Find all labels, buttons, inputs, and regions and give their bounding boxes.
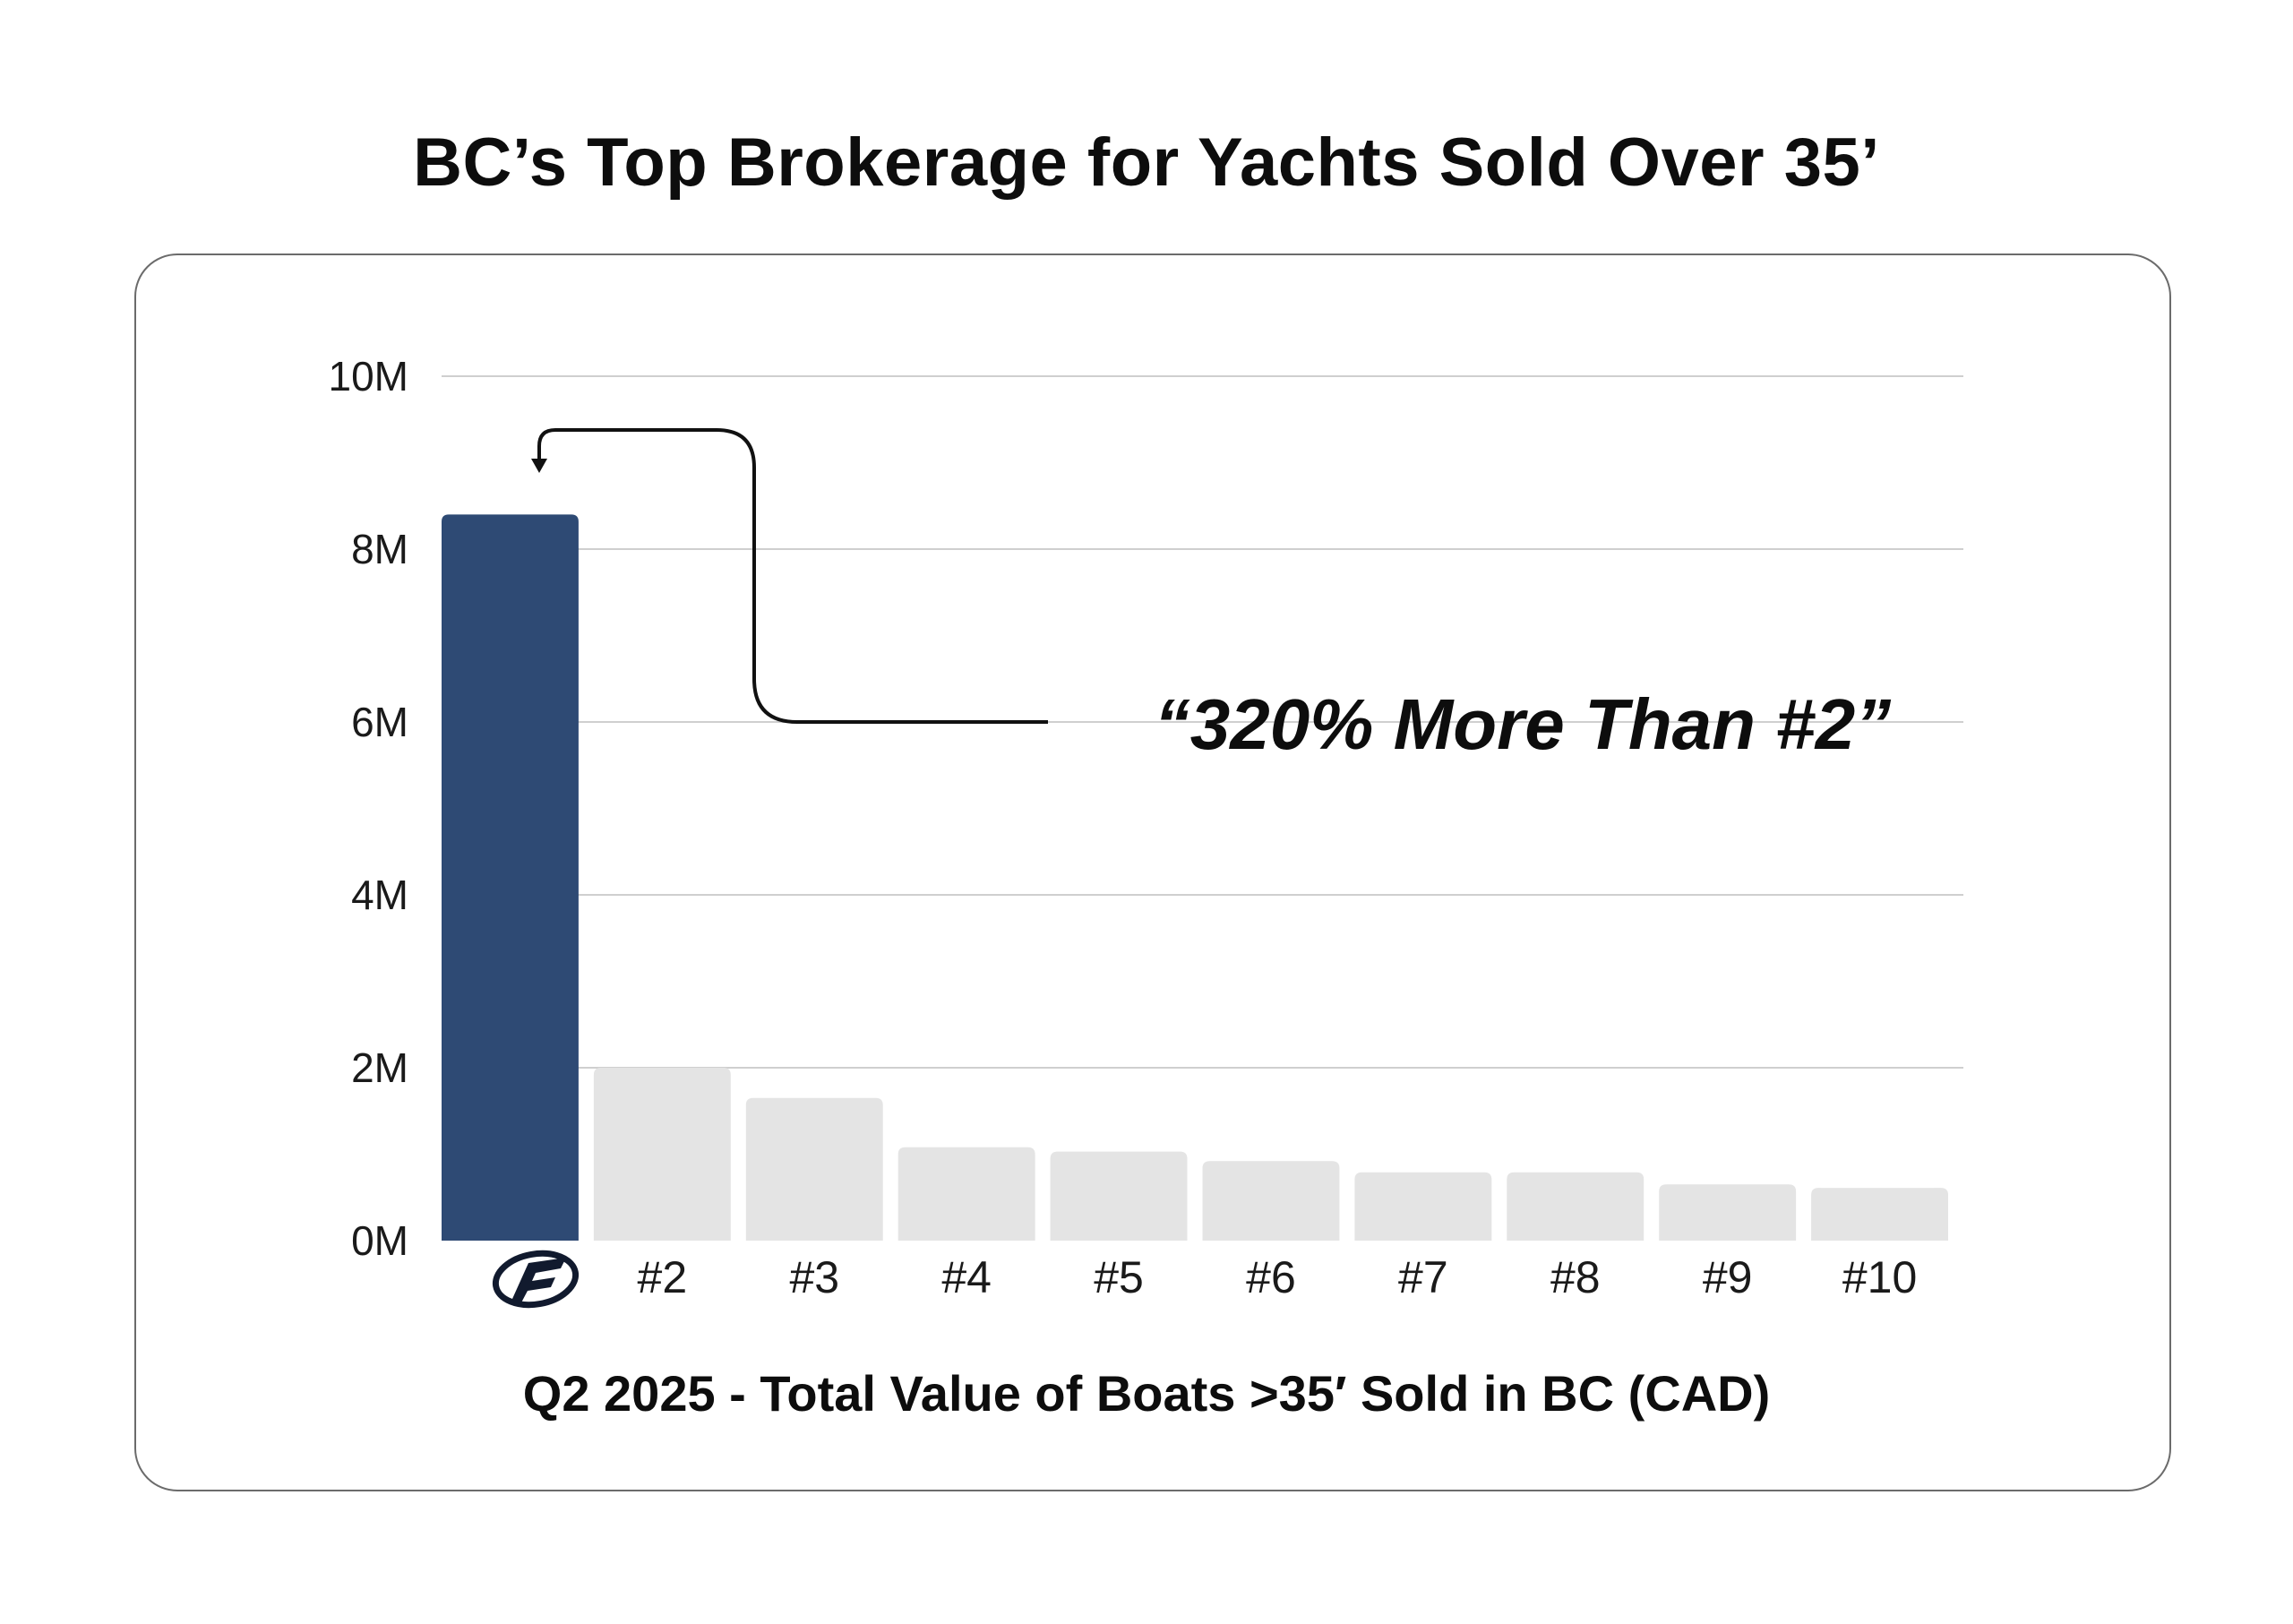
y-tick-label: 6M <box>351 699 408 745</box>
bar-highlight <box>442 514 579 1241</box>
bar <box>1050 1151 1188 1241</box>
bar <box>1659 1184 1797 1241</box>
x-tick-label: #9 <box>1703 1252 1753 1302</box>
bar <box>897 1147 1035 1241</box>
x-tick-label: #4 <box>941 1252 992 1302</box>
x-axis-ticks: #2 #3 #4 #5 #6 #7 #8 #9 #10 <box>638 1252 1918 1302</box>
bars <box>442 514 1949 1241</box>
x-tick-label: #6 <box>1246 1252 1296 1302</box>
bar <box>593 1068 731 1241</box>
y-tick-label: 8M <box>351 526 408 572</box>
y-axis-ticks: 0M 2M 4M 6M 8M 10M <box>329 353 408 1264</box>
gridlines <box>442 375 1963 1069</box>
x-tick-label: #10 <box>1842 1252 1917 1302</box>
bar <box>1811 1188 1949 1241</box>
bar <box>1507 1172 1645 1241</box>
x-tick-label: #7 <box>1398 1252 1448 1302</box>
bar <box>1202 1161 1340 1241</box>
bar <box>1354 1172 1492 1241</box>
x-tick-label: #3 <box>789 1252 839 1302</box>
x-axis-label: Q2 2025 - Total Value of Boats >35′ Sold… <box>522 1365 1771 1422</box>
brokerage-logo-icon <box>492 1250 580 1309</box>
annotation-arrow <box>531 428 1048 724</box>
y-tick-label: 0M <box>351 1217 408 1264</box>
y-tick-label: 4M <box>351 872 408 918</box>
annotation-text: “320% More Than #2” <box>1155 684 1892 764</box>
bar <box>745 1097 883 1241</box>
chart-title: BC’s Top Brokerage for Yachts Sold Over … <box>413 125 1880 201</box>
x-tick-label: #2 <box>638 1252 688 1302</box>
y-tick-label: 10M <box>329 353 408 400</box>
x-tick-label: #5 <box>1094 1252 1144 1302</box>
x-tick-label: #8 <box>1550 1252 1601 1302</box>
y-tick-label: 2M <box>351 1044 408 1091</box>
